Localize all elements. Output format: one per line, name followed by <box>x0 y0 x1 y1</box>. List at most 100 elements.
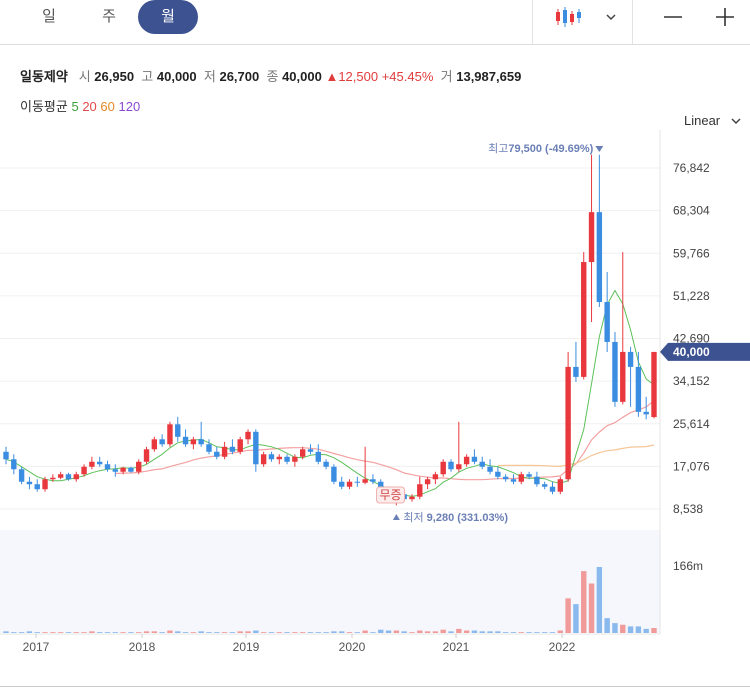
volume-bar <box>643 628 649 633</box>
low-annotation: 최저 9,280 (331.03%) <box>403 511 508 524</box>
volume-bar <box>651 628 657 633</box>
x-tick-label: 2017 <box>23 640 50 654</box>
divider <box>632 0 633 44</box>
low-label: 저 <box>203 69 216 84</box>
volume-bar <box>596 567 603 633</box>
candle-body <box>651 351 657 418</box>
y-tick-label: 25,614 <box>673 417 710 431</box>
volume-bar <box>612 623 618 633</box>
volume-bar <box>26 631 33 633</box>
candle-body <box>96 461 103 465</box>
candle-body <box>331 466 337 482</box>
candle-body <box>510 479 517 482</box>
volume-bar <box>34 632 40 633</box>
candle-body <box>81 466 87 475</box>
candle-body <box>104 464 111 470</box>
volume-bar <box>417 630 423 633</box>
volume-bar <box>339 631 345 633</box>
volume-bar <box>182 632 189 633</box>
candle-body <box>557 479 564 492</box>
volume-bar <box>557 630 564 633</box>
volume-bar <box>549 632 556 633</box>
candle-body <box>284 456 290 462</box>
volume-bar <box>510 632 517 633</box>
candle-body <box>479 461 485 467</box>
candle-body <box>581 262 587 377</box>
candle-body <box>448 461 454 470</box>
candle-body <box>432 474 439 480</box>
volume-bar <box>354 632 361 633</box>
ma20-line <box>115 400 655 481</box>
candle-body <box>276 456 282 460</box>
volume-bar <box>65 632 72 633</box>
candle-body <box>260 454 267 465</box>
x-tick-label: 2020 <box>339 640 366 654</box>
volume-axis-label: 166m <box>673 559 703 573</box>
x-tick-label: 2021 <box>443 640 470 654</box>
tab-monthly[interactable]: 월 <box>138 0 198 34</box>
candle-body <box>463 456 470 465</box>
volume-bar <box>120 632 126 633</box>
divider <box>532 0 533 44</box>
volume-bar <box>565 598 571 633</box>
y-tick-label: 68,304 <box>673 204 710 218</box>
candle-body <box>643 411 649 415</box>
change-value: 12,500 <box>338 69 379 84</box>
plus-icon[interactable] <box>708 0 742 34</box>
volume-bar <box>11 632 17 633</box>
open-label: 시 <box>78 69 91 84</box>
period-tabs: 일 주 월 <box>0 0 750 40</box>
candle-body <box>57 474 64 478</box>
candle-body <box>190 439 197 445</box>
candle-body <box>424 479 431 485</box>
candle-body <box>128 467 134 472</box>
high-arrow-icon <box>595 146 604 152</box>
volume-bar <box>307 632 314 633</box>
low-arrow-icon <box>392 514 400 520</box>
y-tick-label: 17,076 <box>673 459 710 473</box>
volume-bar <box>432 631 439 633</box>
scale-label: Linear <box>684 113 721 128</box>
volume-bar <box>73 632 79 633</box>
volume-bar <box>479 631 485 633</box>
candle-body <box>206 444 212 452</box>
candle-body <box>565 366 571 480</box>
candle-body <box>307 449 314 452</box>
volume-bar <box>253 630 259 633</box>
tab-weekly[interactable]: 주 <box>102 8 116 25</box>
candle-body <box>378 481 384 492</box>
chevron-down-icon[interactable] <box>598 0 624 34</box>
change-percent: +45.45% <box>381 69 434 84</box>
volume-bar <box>260 632 267 633</box>
volume-bar <box>487 631 493 633</box>
volume-bar <box>323 632 329 633</box>
volume-panel-label: 거래량 <box>20 543 56 558</box>
x-tick-label: 2022 <box>549 640 576 654</box>
ma120-label: 120 <box>118 99 141 114</box>
volume-bar <box>57 632 64 633</box>
minus-icon[interactable] <box>656 0 690 34</box>
volume-bar <box>206 632 212 633</box>
ma5-label: 5 <box>71 99 79 114</box>
scale-dropdown[interactable]: Linear <box>684 113 742 128</box>
volume-bar <box>604 618 610 633</box>
volume-bar <box>190 632 197 633</box>
volume-bar <box>245 631 251 633</box>
volume-bar <box>409 632 415 633</box>
candle-body <box>229 446 236 452</box>
candlestick-icon[interactable] <box>548 0 588 34</box>
volume-bar <box>401 631 407 633</box>
candle-body <box>253 431 259 465</box>
candle-body <box>393 494 400 500</box>
volume-bar <box>440 629 446 633</box>
candle-body <box>42 479 48 490</box>
volume-bar <box>495 631 501 633</box>
candle-body <box>11 459 17 470</box>
candle-body <box>299 449 306 457</box>
candle-body <box>401 494 407 500</box>
candle-body <box>315 451 321 462</box>
tab-daily[interactable]: 일 <box>42 8 56 25</box>
volume-bar <box>378 629 384 633</box>
candle-body <box>604 302 610 342</box>
candle-body <box>346 481 353 487</box>
